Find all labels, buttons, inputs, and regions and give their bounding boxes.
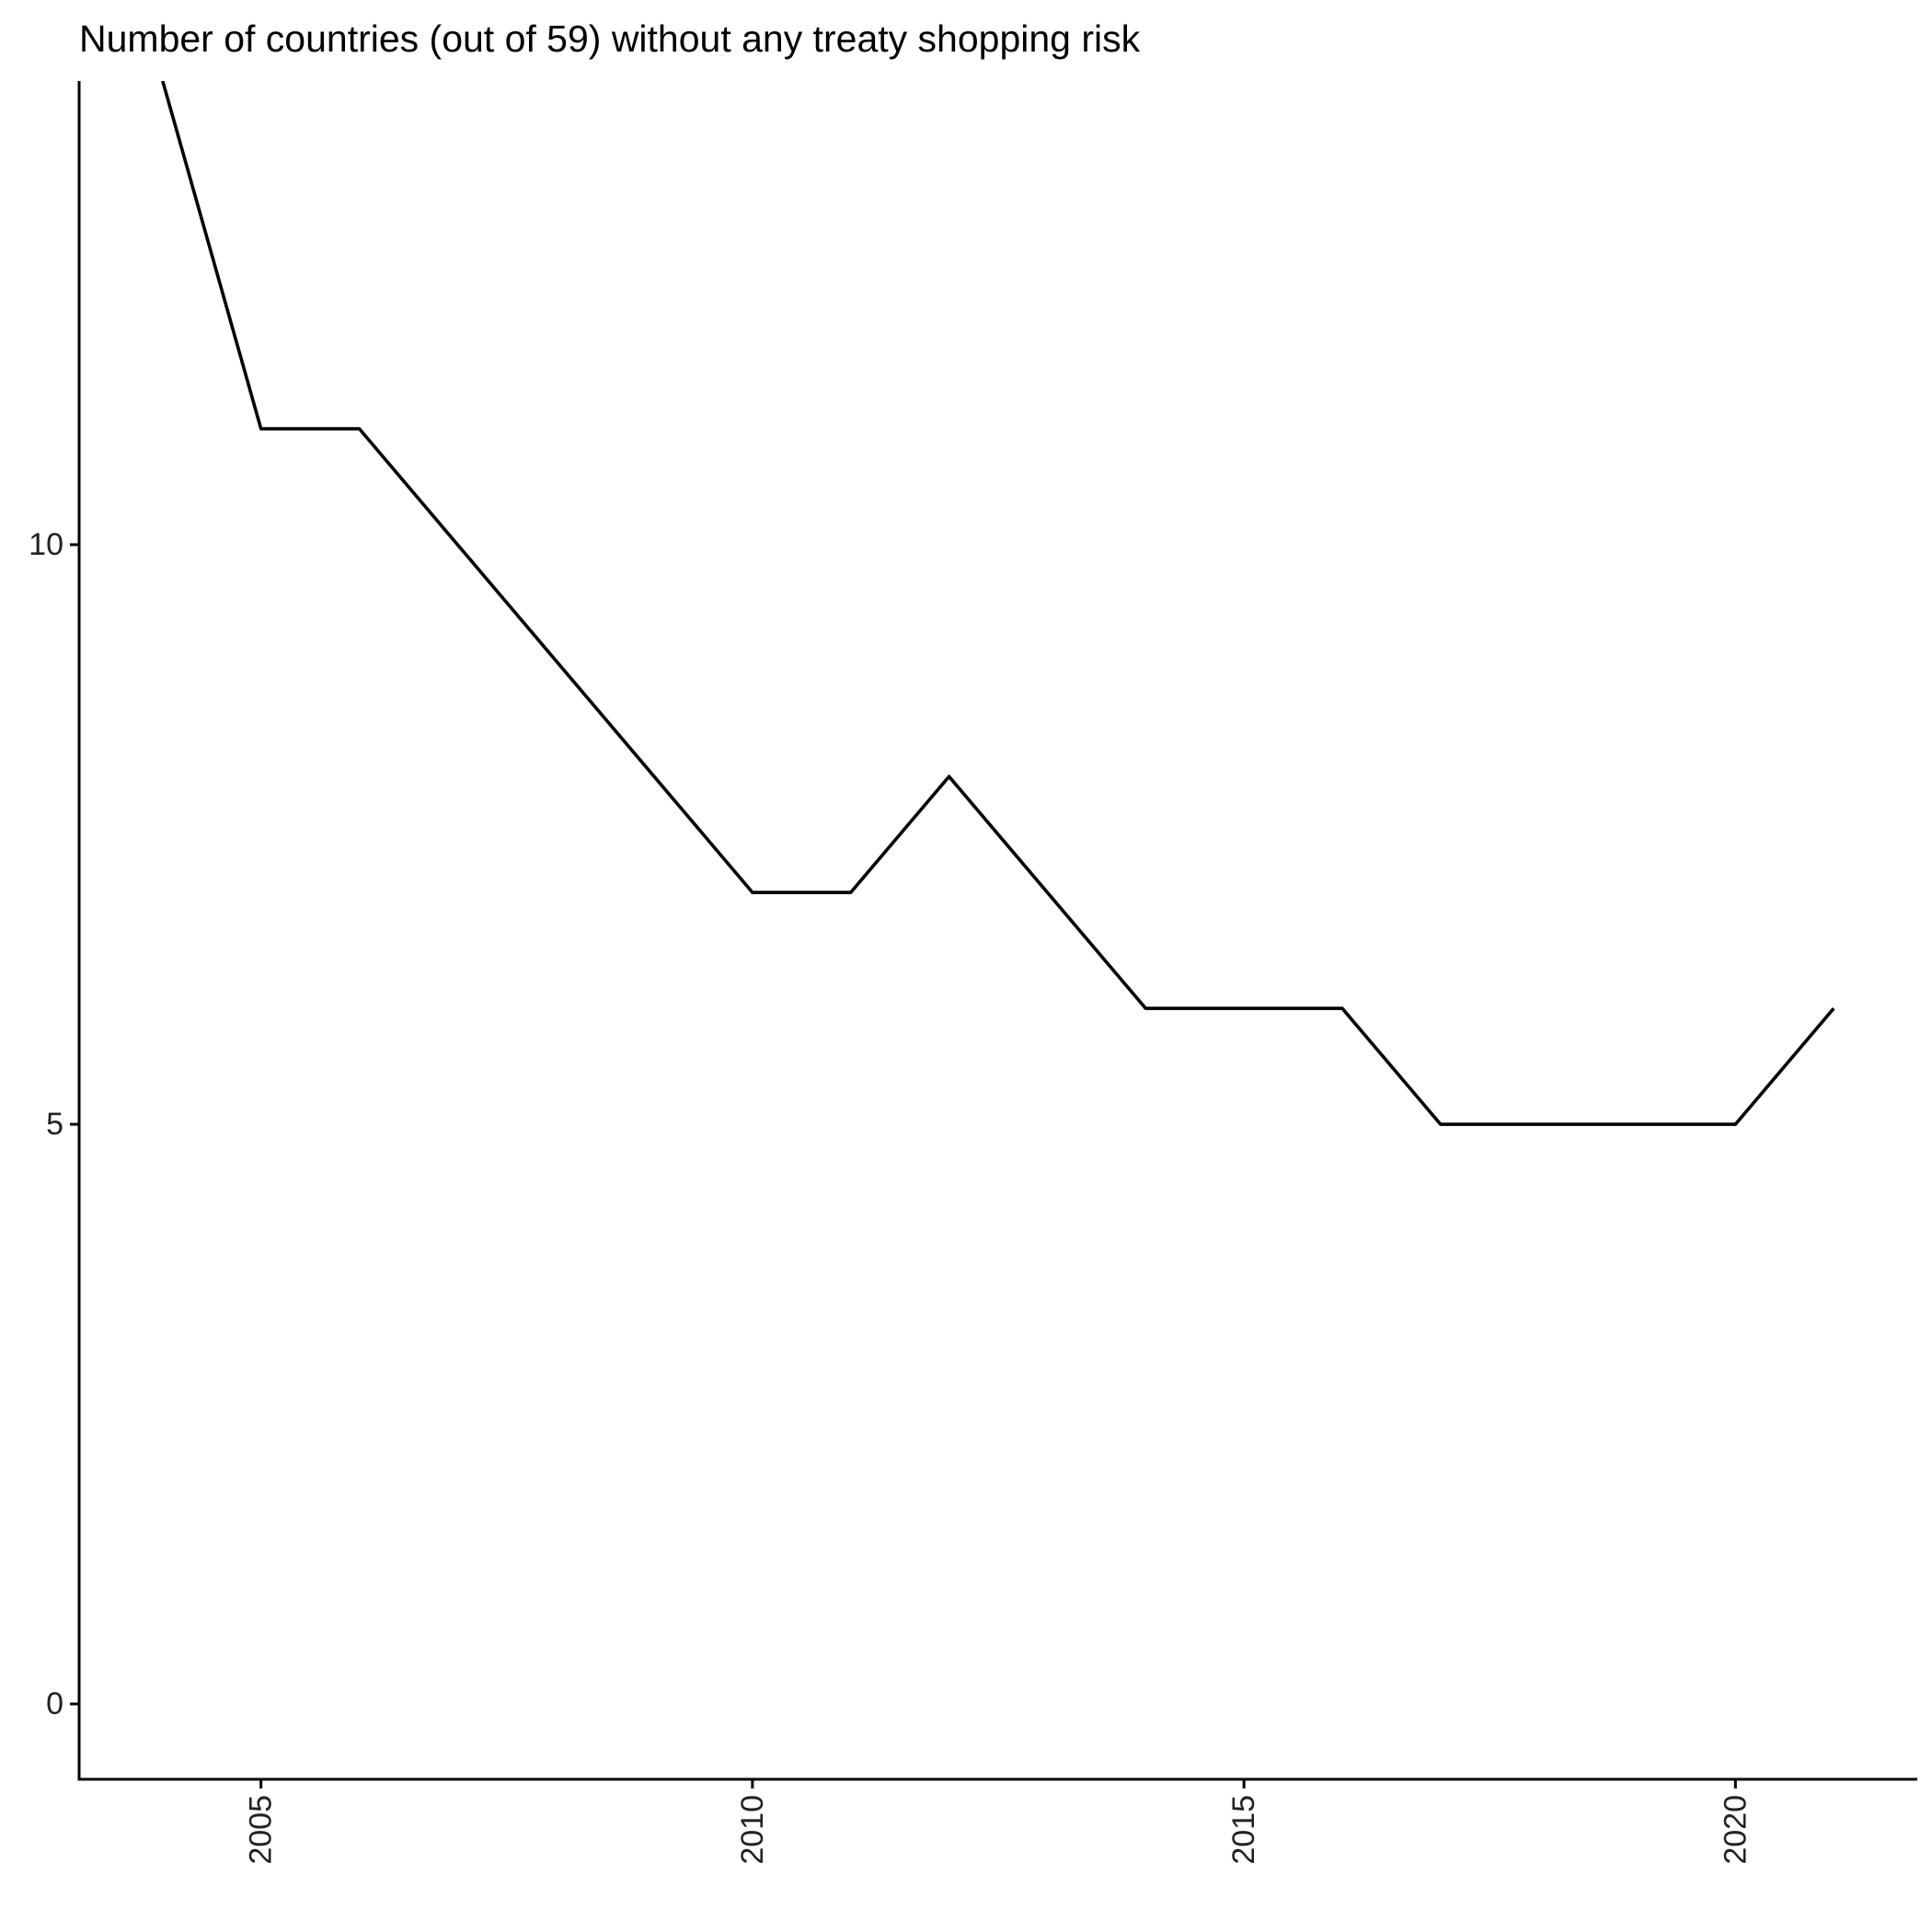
series-line-1 — [161, 81, 1835, 1126]
y-tick-label-0: 0 — [46, 1686, 63, 1721]
y-tick-label-10: 10 — [29, 527, 63, 562]
y-axis-ticks: 0 5 10 — [29, 527, 79, 1721]
axes-layer — [77, 81, 1917, 1781]
x-tick-label-2005: 2005 — [244, 1795, 279, 1865]
chart-title: Number of countries (out of 59) without … — [79, 17, 1141, 60]
series-layer — [161, 81, 1835, 1126]
x-axis-ticks: 2005 2010 2015 2020 — [244, 1779, 1753, 1865]
x-tick-label-2015: 2015 — [1226, 1795, 1261, 1865]
x-tick-label-2020: 2020 — [1718, 1795, 1753, 1865]
x-tick-label-2010: 2010 — [735, 1795, 770, 1865]
y-tick-label-5: 5 — [46, 1107, 63, 1142]
